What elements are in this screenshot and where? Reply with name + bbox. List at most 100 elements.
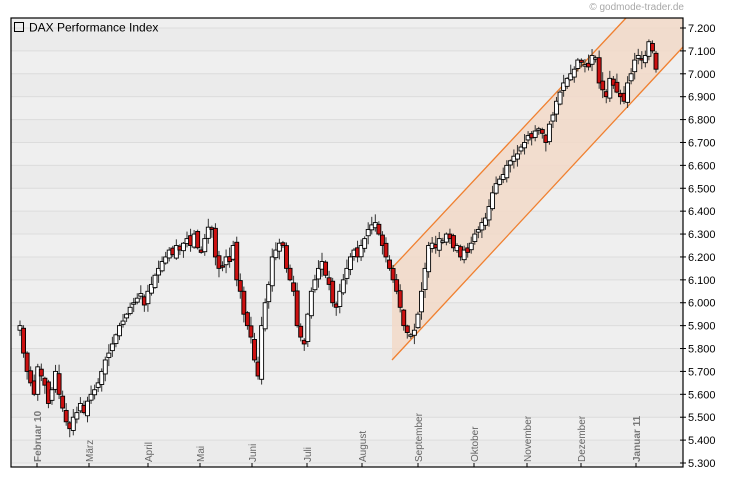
candle-up bbox=[497, 178, 503, 185]
candle-down bbox=[21, 327, 27, 354]
x-tick-label: September bbox=[414, 412, 425, 462]
source-credit: © godmode-trader.de bbox=[589, 2, 684, 13]
candle-up bbox=[99, 370, 105, 385]
trend-channel bbox=[391, 17, 684, 361]
candle-up bbox=[490, 192, 496, 210]
candle-up bbox=[312, 279, 318, 291]
candle-up bbox=[468, 242, 474, 251]
candle-down bbox=[387, 259, 392, 269]
candle-up bbox=[106, 352, 112, 358]
candle-down bbox=[284, 245, 289, 269]
x-axis: Februar 10 März April Mai Juni Juli August Sept… bbox=[33, 410, 643, 467]
candle-up bbox=[74, 412, 80, 420]
candle-up bbox=[486, 206, 492, 221]
candle-down bbox=[376, 223, 382, 235]
y-tick-label: 6.400 bbox=[688, 206, 716, 218]
candle-down bbox=[614, 81, 620, 93]
candle-up bbox=[518, 146, 524, 152]
y-tick-label: 6.600 bbox=[688, 160, 716, 172]
x-tick-label: November bbox=[523, 415, 534, 462]
candle-up bbox=[479, 222, 485, 231]
plot-frame bbox=[10, 17, 684, 468]
candle-down bbox=[394, 279, 400, 292]
candle-up bbox=[180, 242, 186, 252]
candle-up bbox=[628, 73, 634, 82]
candle-up bbox=[202, 238, 208, 253]
candle-up bbox=[532, 130, 538, 138]
y-tick-label: 5.400 bbox=[688, 435, 716, 447]
candle-up bbox=[504, 164, 510, 179]
candle-down bbox=[212, 227, 218, 258]
candle-up bbox=[120, 320, 126, 325]
candles bbox=[17, 39, 659, 438]
candle-up bbox=[163, 256, 169, 264]
x-tick-label: Juni bbox=[248, 444, 259, 462]
candle-down bbox=[397, 290, 403, 308]
y-tick-label: 6.500 bbox=[688, 183, 716, 195]
candle-up bbox=[127, 306, 133, 315]
candle-up bbox=[472, 233, 478, 243]
y-tick-label: 5.800 bbox=[688, 344, 716, 356]
candle-down bbox=[294, 290, 300, 327]
candle-down bbox=[38, 368, 44, 377]
candle-up bbox=[411, 329, 417, 336]
candle-up bbox=[316, 267, 321, 280]
y-tick-label: 6.300 bbox=[688, 229, 716, 241]
x-tick-label: Juli bbox=[303, 447, 314, 462]
candle-down bbox=[216, 255, 222, 269]
y-tick-label: 6.200 bbox=[688, 252, 716, 264]
candle-down bbox=[24, 352, 30, 372]
candle-up bbox=[308, 290, 314, 317]
candle-up bbox=[159, 261, 165, 272]
candle-up bbox=[522, 142, 527, 149]
candle-down bbox=[379, 234, 385, 246]
candle-up bbox=[173, 245, 179, 259]
candle-down bbox=[56, 373, 62, 395]
candle-up bbox=[362, 238, 368, 249]
candle-down bbox=[465, 247, 471, 253]
candle-up bbox=[276, 242, 282, 252]
candle-down bbox=[287, 267, 293, 281]
grid-bands bbox=[11, 28, 683, 463]
candle-up bbox=[149, 283, 154, 294]
x-tick-label: Oktober bbox=[470, 426, 481, 462]
y-tick-label: 6.100 bbox=[688, 275, 716, 287]
legend: DAX Performance Index bbox=[14, 21, 158, 35]
candle-down bbox=[586, 62, 591, 68]
candle-down bbox=[220, 265, 225, 268]
candle-up bbox=[564, 77, 570, 87]
y-tick-label: 7.100 bbox=[688, 46, 716, 58]
candle-up bbox=[85, 400, 90, 417]
candle-up bbox=[607, 77, 613, 99]
y-tick-label: 7.000 bbox=[688, 69, 716, 81]
candle-down bbox=[291, 282, 297, 292]
candle-down bbox=[600, 80, 606, 91]
candle-up bbox=[273, 249, 279, 259]
candle-down bbox=[252, 339, 257, 361]
candle-up bbox=[589, 55, 595, 65]
candle-up bbox=[507, 160, 513, 166]
candle-up bbox=[575, 59, 581, 69]
candle-up bbox=[131, 302, 137, 305]
x-tick-label: August bbox=[358, 431, 369, 462]
candle-up bbox=[344, 267, 350, 279]
candle-up bbox=[49, 389, 55, 401]
y-tick-label: 5.900 bbox=[688, 321, 716, 333]
candle-up bbox=[109, 343, 115, 352]
candle-up bbox=[554, 100, 559, 115]
y-tick-label: 6.700 bbox=[688, 137, 716, 149]
candle-up bbox=[205, 226, 211, 239]
candle-up bbox=[415, 313, 421, 329]
candle-up bbox=[305, 313, 311, 342]
x-tick-label: Mai bbox=[196, 446, 207, 462]
candle-down bbox=[401, 309, 407, 327]
candle-up bbox=[475, 229, 481, 233]
candle-down bbox=[234, 241, 240, 281]
candle-up bbox=[436, 238, 442, 251]
candle-up bbox=[632, 59, 638, 73]
candle-up bbox=[92, 389, 98, 396]
candle-up bbox=[259, 325, 265, 380]
candle-up bbox=[550, 114, 556, 122]
candle-up bbox=[625, 82, 631, 103]
legend-swatch-icon bbox=[14, 22, 24, 32]
